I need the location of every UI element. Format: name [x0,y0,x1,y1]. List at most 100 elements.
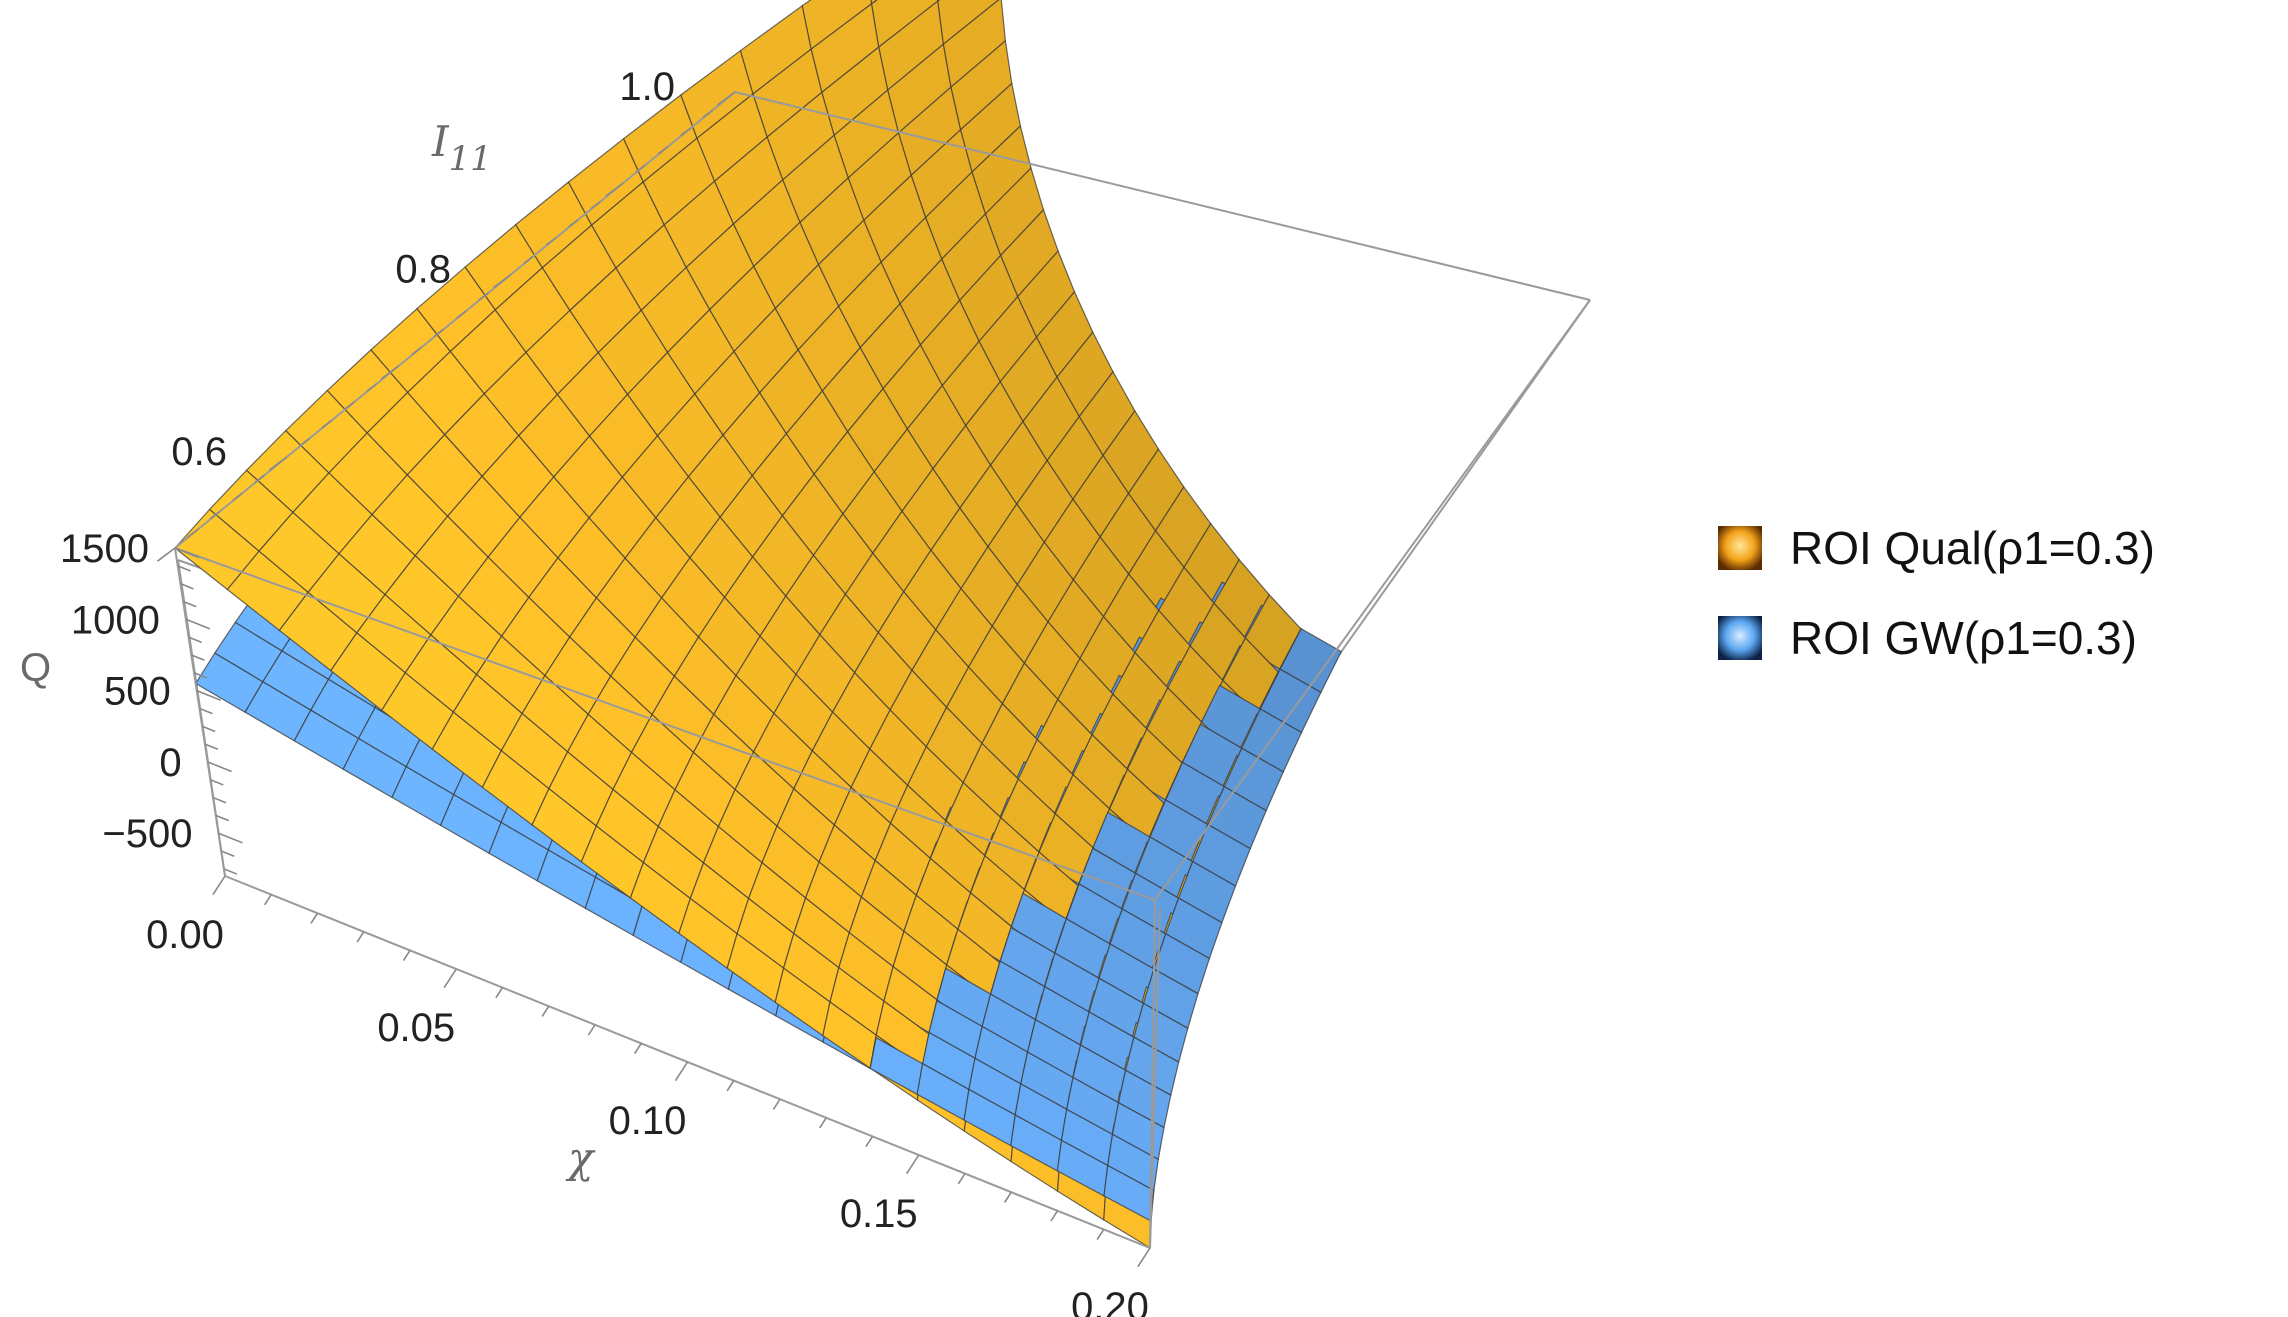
box-edge-top-back [734,91,1591,301]
box-edge-front-left-vertical [174,547,226,877]
chi-tick-mark [1137,1247,1151,1268]
q-tick-mark [220,850,235,857]
y-axis-label-subscript: 11 [449,139,492,179]
i11-tick-mark [232,492,243,502]
chi-tick-mark [865,1135,874,1148]
y-axis-label: I11 [431,117,492,179]
chi-tick-label: 0.10 [609,1099,687,1143]
i11-tick-mark [635,164,646,173]
q-tick-label: 500 [104,670,171,714]
i11-tick-mark [209,510,221,520]
i11-tick-mark [321,419,333,429]
i11-tick-mark [702,109,714,119]
q-tick-mark [191,654,205,661]
i11-tick-mark [254,474,266,483]
q-tick-mark [185,618,211,630]
chi-tick-mark [443,968,457,989]
chi-tick-mark [263,894,272,906]
q-tick-mark [196,689,222,701]
i11-tick-mark [268,456,288,471]
q-tick-mark [204,743,219,751]
i11-tick-mark [433,328,445,337]
surfaces [174,0,1343,1250]
legend-label-gw: ROI GW(ρ1=0.3) [1790,612,2137,664]
legend-entry-gw: ROI GW(ρ1=0.3) [1718,612,2137,664]
i11-tick-mark [366,383,378,392]
i11-tick-mark [604,182,624,198]
chi-tick-label: 0.20 [1071,1285,1149,1317]
q-tick-mark [212,796,227,804]
chi-tick-mark [905,1154,920,1175]
i11-tick-mark [568,219,579,228]
z-axis-label: Q [20,646,51,690]
i11-tick-mark [411,346,422,356]
chi-tick-mark [1003,1191,1012,1203]
i11-tick-mark [456,310,467,319]
q-tick-mark [218,832,243,844]
q-tick-mark [193,672,208,679]
chi-tick-mark [356,931,365,943]
i11-tick-mark [380,364,400,380]
i11-tick-mark [299,437,310,447]
chi-tick-mark [402,949,411,962]
i11-tick-mark [657,146,669,155]
i11-tick-mark [344,401,355,410]
box-edge-top-right [1154,299,1591,901]
i11-tick-mark [590,200,602,210]
q-tick-mark [223,868,238,875]
legend-swatch-gw [1718,616,1762,660]
q-tick-label: −500 [102,812,192,856]
legend: ROI Qual(ρ1=0.3) ROI GW(ρ1=0.3) [1718,522,2155,664]
chi-tick-mark [541,1005,550,1017]
chi-tick-mark [1050,1210,1059,1222]
q-tick-mark [207,761,232,773]
chi-tick-mark [310,912,319,924]
legend-label-qual: ROI Qual(ρ1=0.3) [1790,522,2155,574]
i11-tick-mark [680,127,691,137]
i11-tick-mark [523,255,534,264]
i11-tick-mark [478,292,490,301]
q-tick-mark [180,582,194,590]
i11-tick-mark [545,237,557,246]
surface-gw-patch [1103,1164,1155,1222]
i11-tick-mark [492,273,512,289]
x-axis-label: χ [565,1133,596,1182]
chi-tick-label: 0.15 [840,1192,918,1236]
chi-tick-mark [726,1080,735,1092]
axis-ticks: 0.00 0.05 0.10 0.15 0.20 0.6 0.8 1.0 1500 1000 500… [60,65,1151,1317]
q-tick-mark [188,636,202,644]
q-tick-label: 0 [159,741,181,785]
i11-tick-mark [187,529,198,538]
i11-tick-mark [716,91,736,106]
chi-tick-mark [495,987,504,999]
box-edge-top-front [174,547,1156,901]
i11-tick-label: 0.6 [171,430,227,474]
i11-tick-label: 1.0 [619,65,675,109]
q-tick-label: 1000 [71,598,160,642]
chi-tick-mark [674,1061,689,1082]
legend-swatch-qual [1718,526,1762,570]
chi-tick-mark [957,1173,966,1185]
q-tick-mark [210,778,224,786]
q-tick-mark [199,707,213,715]
q-tick-label: 1500 [60,527,149,571]
q-tick-mark [177,565,192,572]
y-axis-label-main: I [431,117,450,166]
chi-tick-mark [212,875,226,896]
q-tick-mark [182,600,197,608]
q-tick-mark [215,814,230,822]
chi-tick-mark [772,1098,781,1110]
chi-tick-mark [587,1024,596,1036]
chi-tick-label: 0.00 [146,913,224,957]
chi-tick-label: 0.05 [377,1006,455,1050]
chi-tick-mark [818,1117,827,1129]
chi-tick-mark [1096,1228,1105,1241]
chi-tick-mark [633,1042,642,1055]
q-tick-mark [174,547,200,559]
i11-tick-label: 0.8 [395,247,451,291]
q-tick-mark [201,725,216,733]
box-edge-bottom-right [1149,907,1161,1249]
i11-tick-mark [156,547,176,562]
legend-entry-qual: ROI Qual(ρ1=0.3) [1718,522,2155,574]
